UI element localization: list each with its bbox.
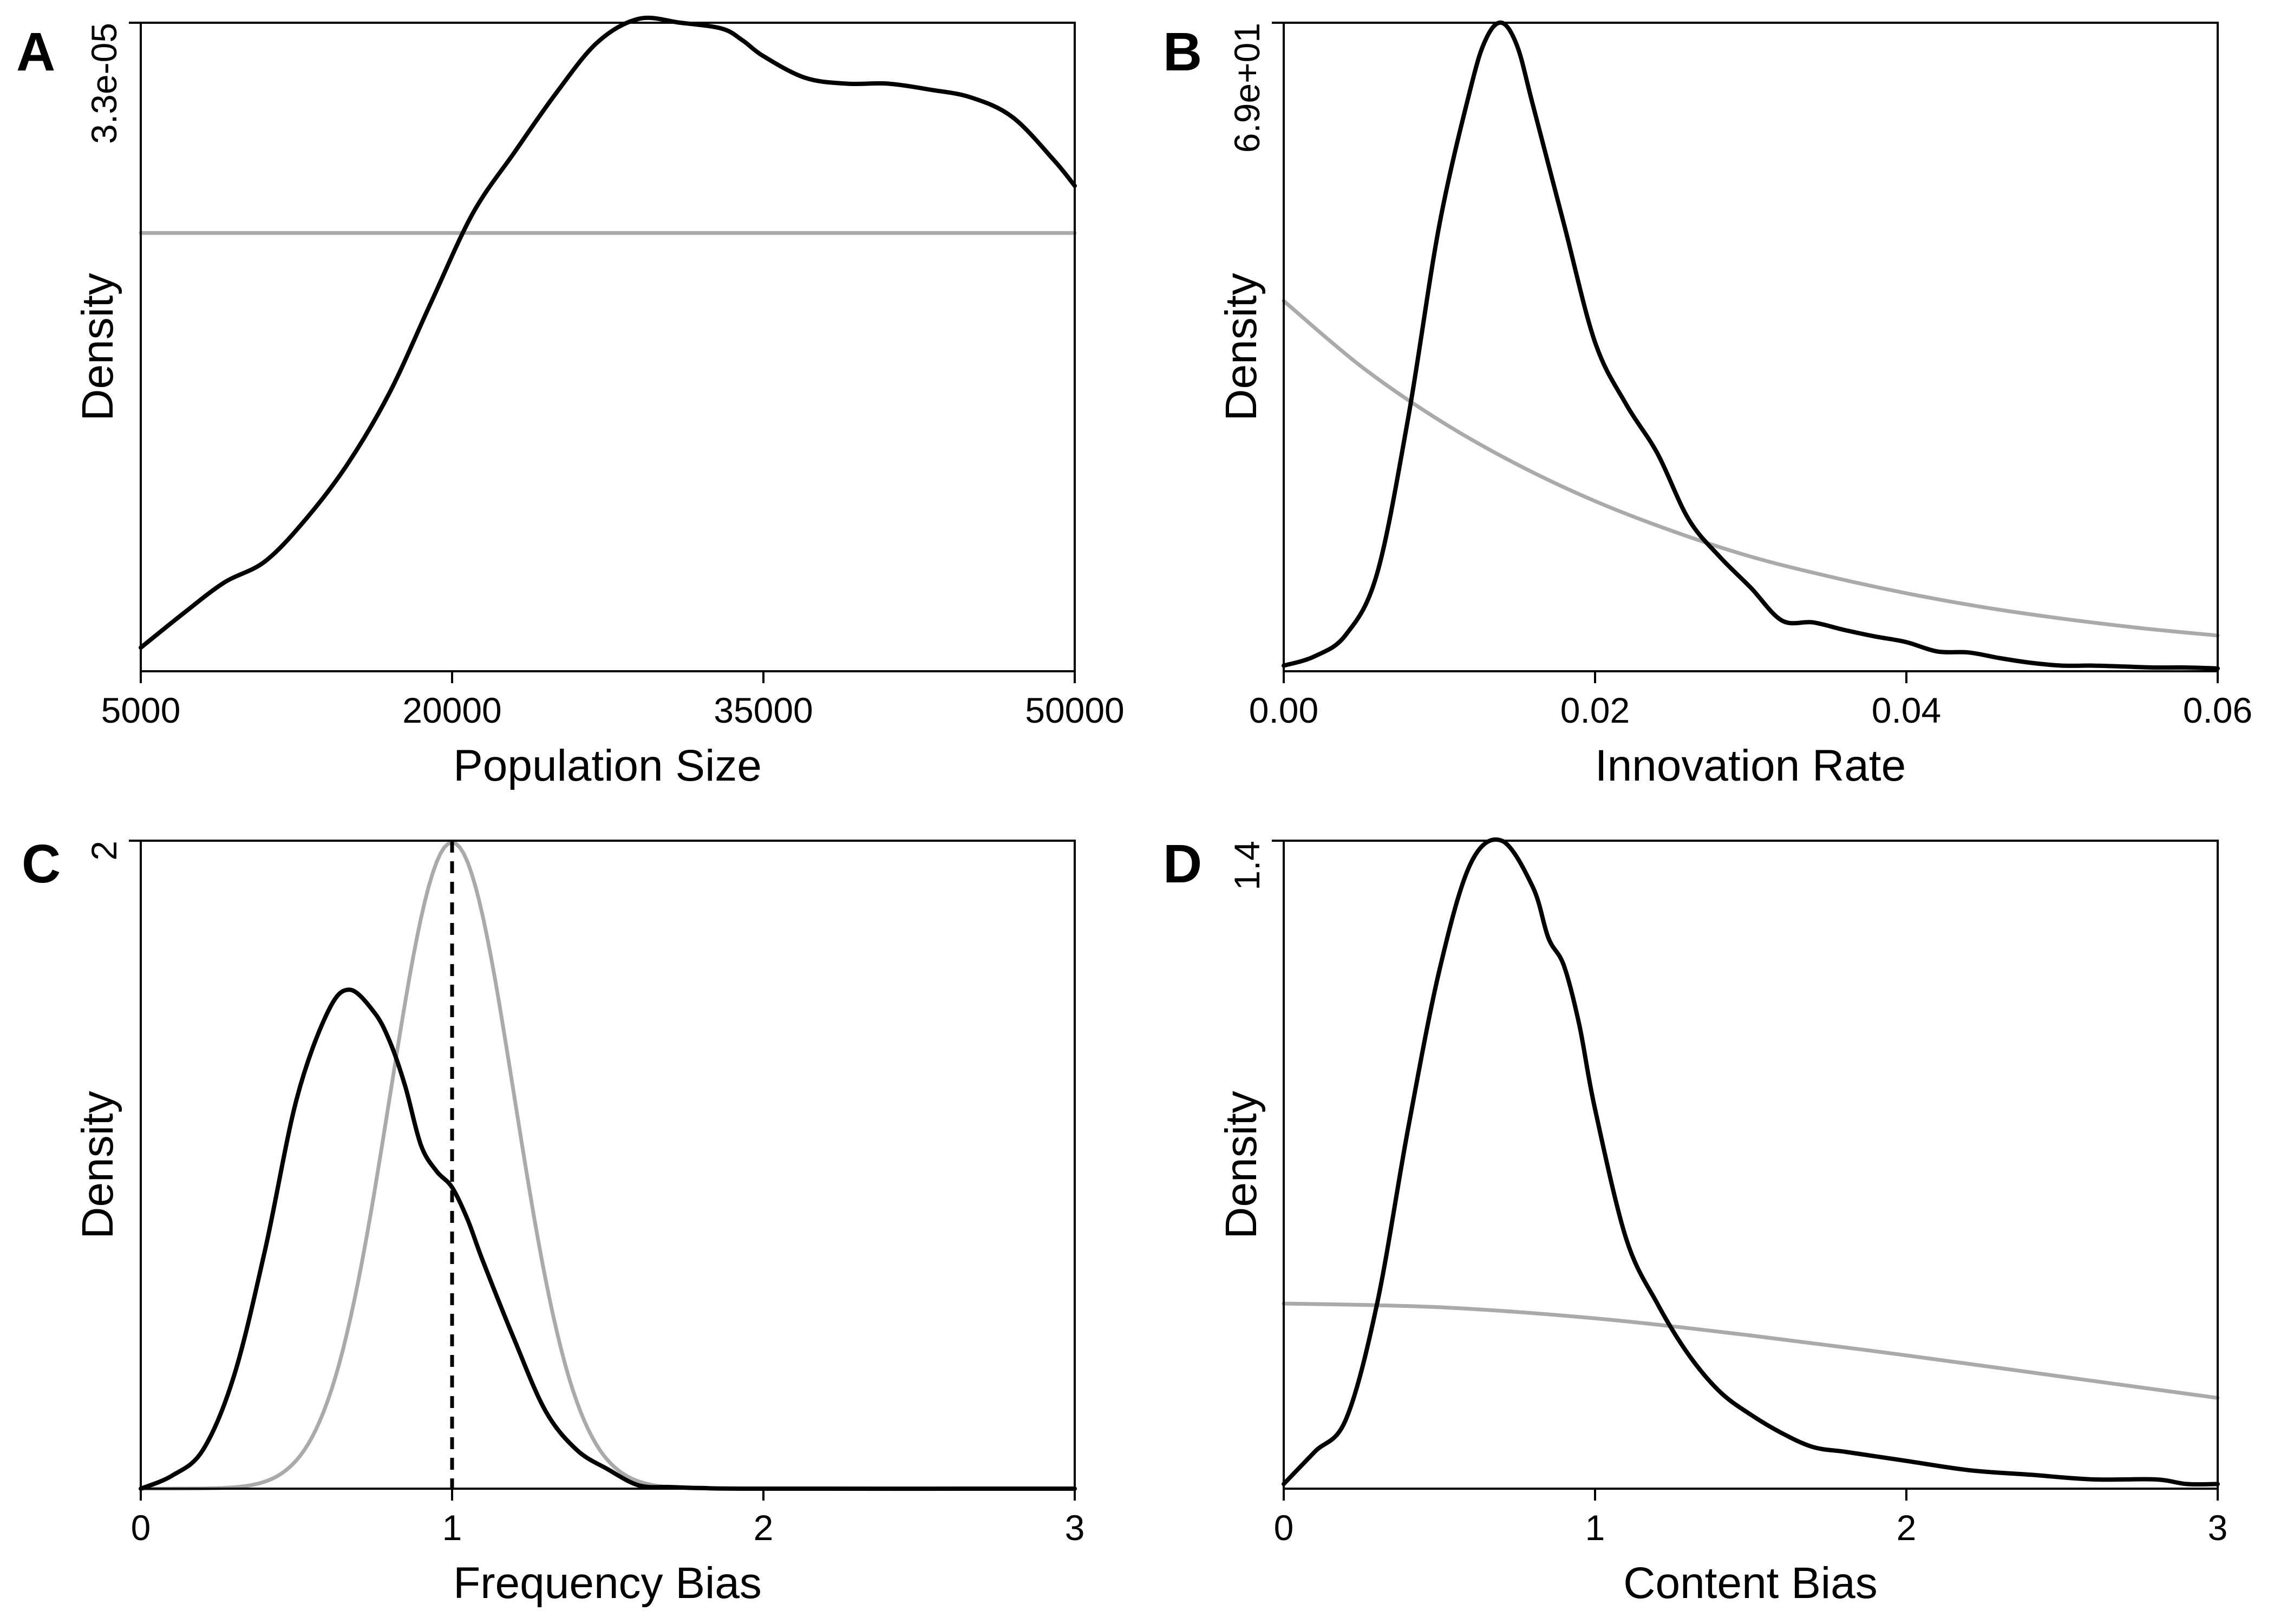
plot-area-c: 0 1 2 3 2 <box>84 840 1085 1548</box>
panel-b: B 0.00 0.02 0.04 0.06 6.9e+01 Innovation Rat… <box>1163 20 2252 790</box>
x-tick-label-b-0: 0.00 <box>1249 690 1318 730</box>
plot-frame-a <box>140 22 1076 672</box>
x-axis-title-c: Frequency Bias <box>453 1558 762 1608</box>
posterior-density-line-a <box>139 15 1077 650</box>
plot-frame-b <box>1283 22 2219 672</box>
x-tick-label-a-0: 5000 <box>101 690 181 730</box>
plot-frame-d <box>1283 840 2219 1490</box>
plot-area-b: 0.00 0.02 0.04 0.06 6.9e+01 <box>1227 20 2252 730</box>
x-tick-label-c-0: 0 <box>131 1508 151 1548</box>
plot-area-a: 5000 20000 35000 50000 3.3e-05 <box>84 15 1125 730</box>
panel-label-c: C <box>22 834 61 894</box>
panel-label-a: A <box>16 22 55 82</box>
x-tick-label-c-1: 1 <box>442 1508 462 1548</box>
x-axis-title-d: Content Bias <box>1623 1558 1878 1608</box>
y-tick-label-a-0: 3.3e-05 <box>84 23 124 144</box>
y-tick-label-c-0: 2 <box>84 841 124 861</box>
plot-frame-c <box>140 840 1076 1490</box>
panel-label-d: D <box>1163 834 1202 894</box>
y-tick-label-b-0: 6.9e+01 <box>1227 23 1267 153</box>
y-axis-title-c: Density <box>73 1091 122 1239</box>
panel-d: D 0 1 2 3 1.4 Content Bias Density <box>1163 834 2227 1608</box>
posterior-density-line-d <box>1282 837 2220 1487</box>
x-tick-label-a-2: 35000 <box>714 690 813 730</box>
x-tick-label-a-3: 50000 <box>1025 690 1125 730</box>
plot-area-d: 0 1 2 3 1.4 <box>1227 837 2228 1548</box>
x-tick-label-d-1: 1 <box>1585 1508 1605 1548</box>
x-tick-label-d-3: 3 <box>2208 1508 2228 1548</box>
panel-c: C 0 1 2 3 2 Frequency Bias Density <box>22 834 1084 1608</box>
y-axis-title-a: Density <box>73 273 122 421</box>
x-tick-label-b-2: 0.04 <box>1872 690 1941 730</box>
x-tick-label-d-0: 0 <box>1274 1508 1294 1548</box>
x-axis-title-a: Population Size <box>453 741 762 790</box>
y-axis-title-b: Density <box>1217 273 1266 421</box>
prior-density-line-b <box>1282 299 2220 638</box>
panel-a: A 5000 20000 35000 50000 3.3e-05 Population … <box>16 15 1125 790</box>
y-axis-title-d: Density <box>1217 1091 1266 1239</box>
x-tick-label-a-1: 20000 <box>402 690 502 730</box>
x-tick-label-c-2: 2 <box>754 1508 774 1548</box>
x-tick-label-d-2: 2 <box>1897 1508 1917 1548</box>
posterior-density-line-b <box>1282 20 2220 671</box>
x-tick-label-c-3: 3 <box>1065 1508 1085 1548</box>
posterior-density-line-c <box>139 987 1077 1491</box>
prior-density-line-d <box>1282 1301 2220 1400</box>
y-tick-label-d-0: 1.4 <box>1227 841 1267 890</box>
x-axis-title-b: Innovation Rate <box>1595 741 1906 790</box>
x-tick-label-b-3: 0.06 <box>2183 690 2252 730</box>
panel-label-b: B <box>1163 22 1202 82</box>
x-tick-label-b-1: 0.02 <box>1560 690 1630 730</box>
